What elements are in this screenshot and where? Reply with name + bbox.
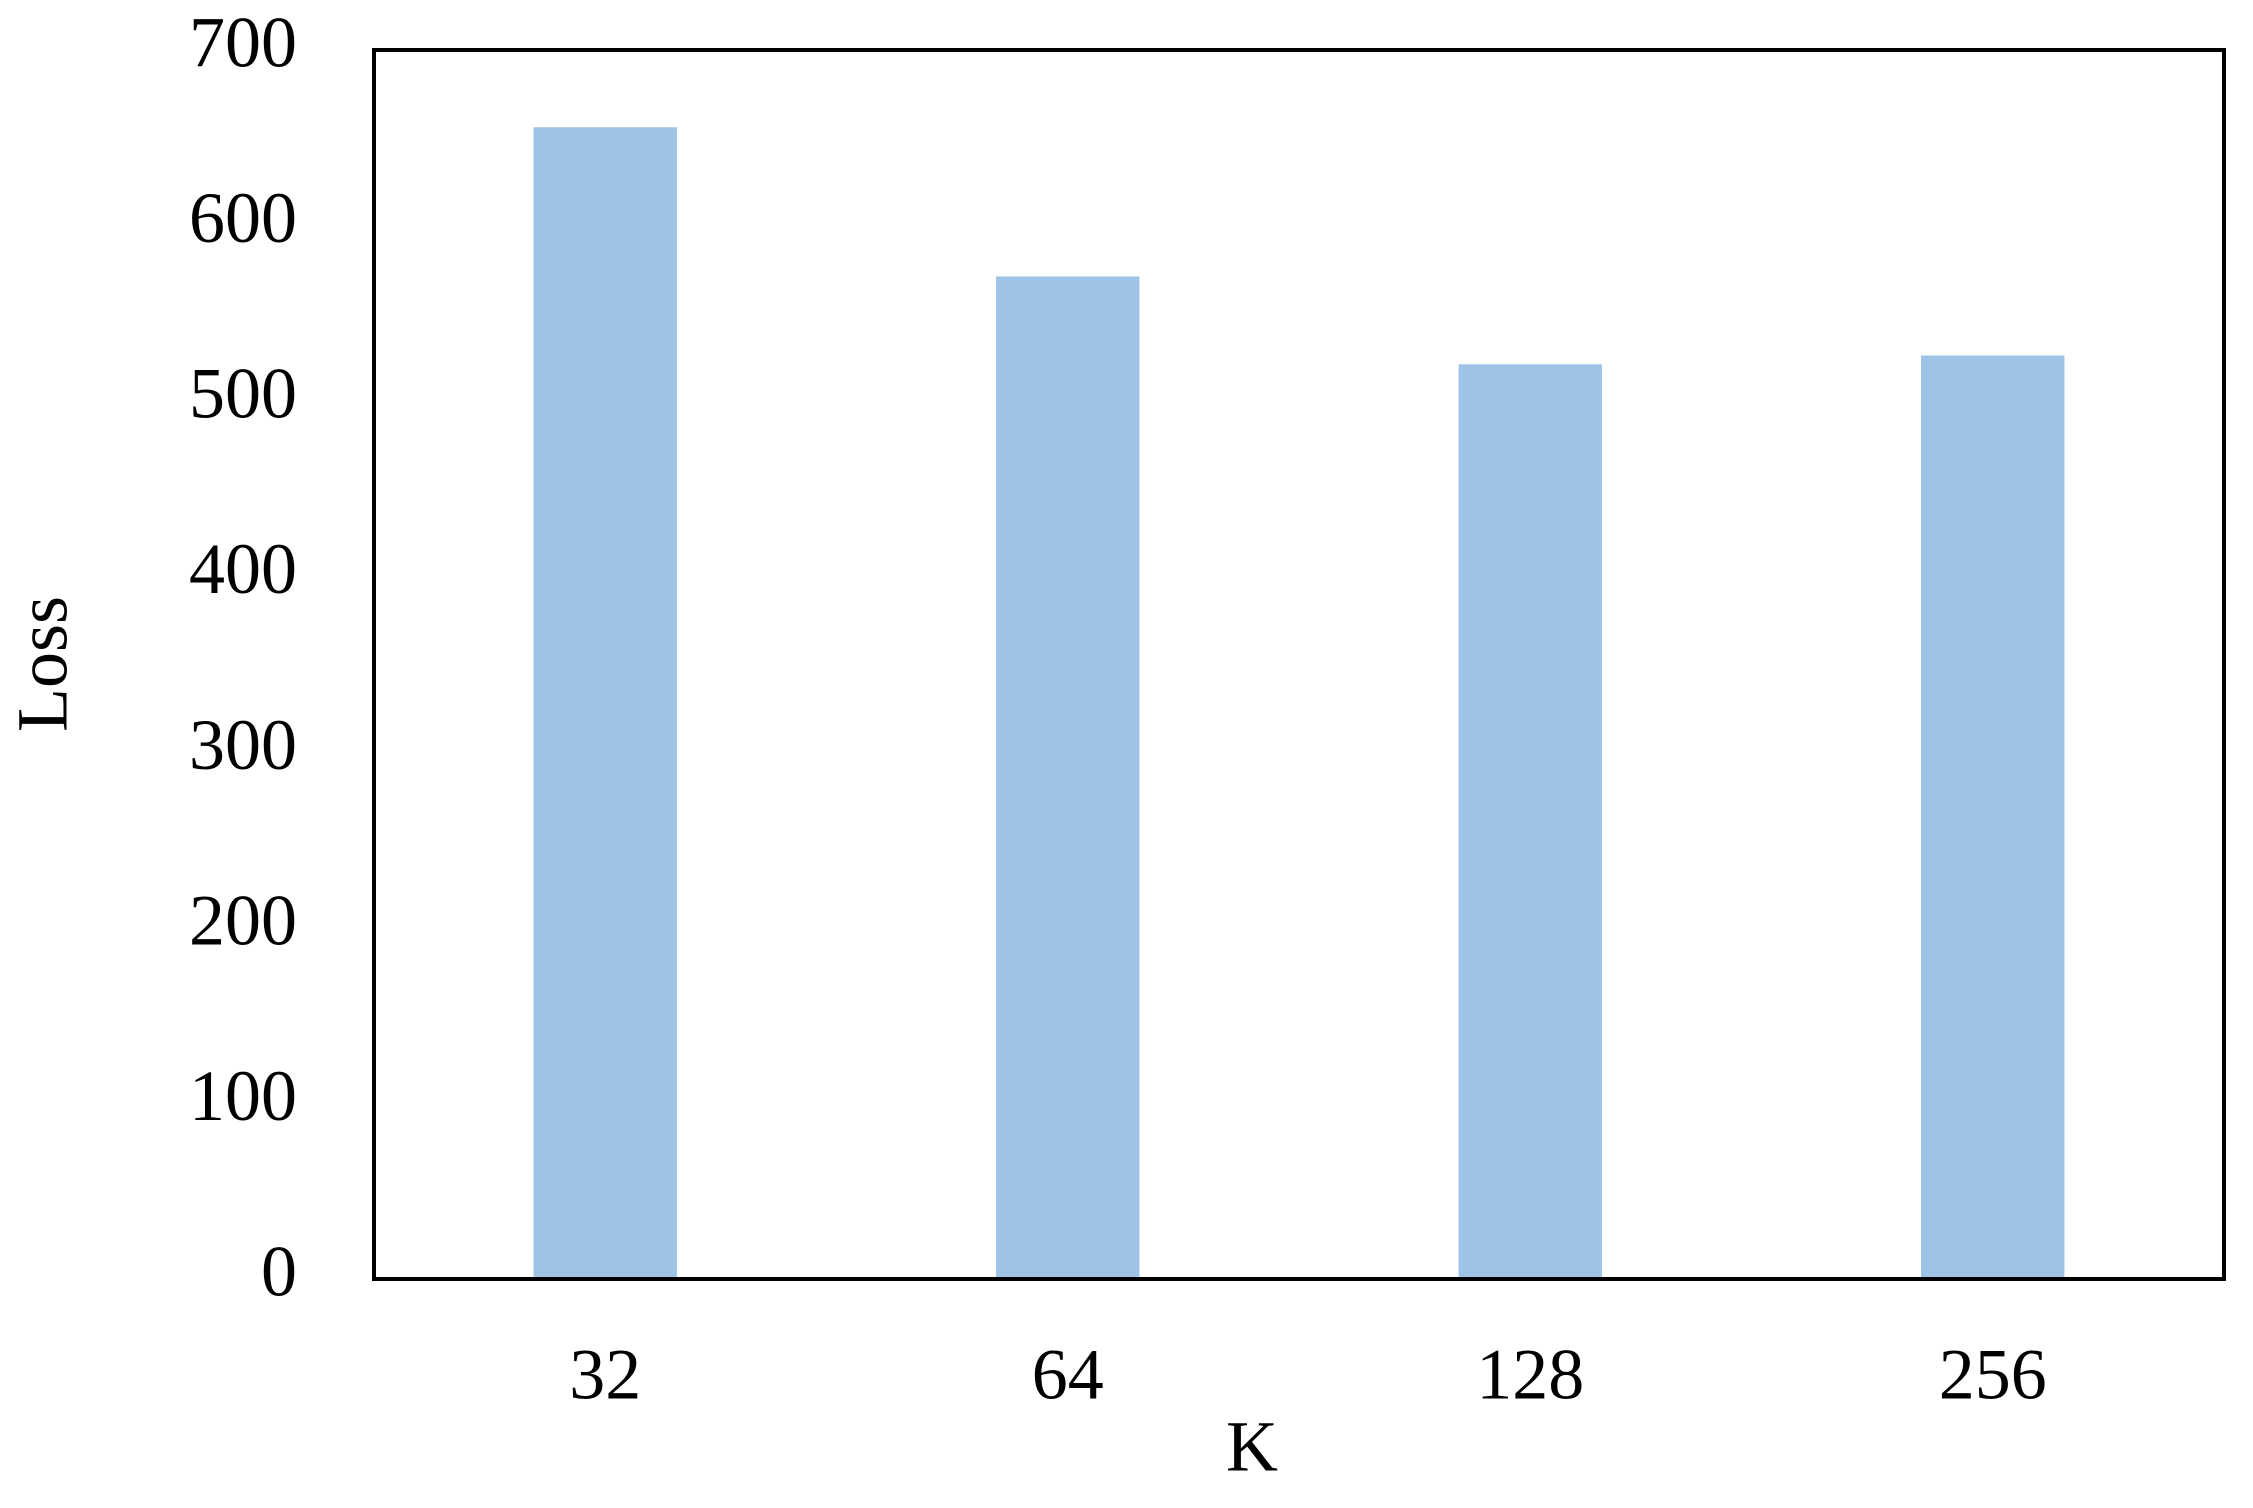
x-tick-label: 32: [569, 1335, 641, 1415]
bar: [533, 127, 677, 1279]
plot-frame: [372, 48, 2226, 1281]
y-tick-label: 700: [189, 3, 297, 83]
y-tick-label: 0: [261, 1232, 297, 1312]
y-tick-label: 300: [189, 705, 297, 785]
y-tick-label: 500: [189, 354, 297, 434]
y-tick-label: 100: [189, 1056, 297, 1136]
x-tick-label: 256: [1939, 1335, 2047, 1415]
y-tick-label: 600: [189, 178, 297, 258]
bar: [1458, 364, 1602, 1280]
y-tick-label: 400: [189, 529, 297, 609]
bar: [1921, 355, 2065, 1280]
y-tick-label: 200: [189, 880, 297, 960]
y-axis-label: Loss: [3, 596, 83, 732]
bar: [996, 276, 1140, 1279]
x-tick-label: 64: [1032, 1335, 1104, 1415]
x-tick-label: 128: [1476, 1335, 1584, 1415]
x-axis-label: K: [1226, 1407, 1278, 1487]
